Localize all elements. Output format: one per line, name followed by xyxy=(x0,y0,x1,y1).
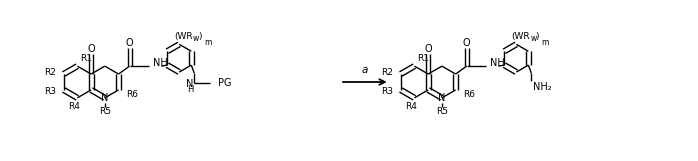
Text: NH₂: NH₂ xyxy=(533,82,552,92)
Text: w: w xyxy=(530,34,537,43)
Text: R6: R6 xyxy=(463,90,475,99)
Text: R1: R1 xyxy=(417,54,429,63)
Text: R2: R2 xyxy=(381,68,393,77)
Text: NH: NH xyxy=(491,58,505,68)
Text: N: N xyxy=(438,93,445,103)
Text: O: O xyxy=(87,44,95,54)
Text: R6: R6 xyxy=(126,90,138,99)
Text: (WR: (WR xyxy=(512,32,530,41)
Text: R4: R4 xyxy=(68,102,80,111)
Text: m: m xyxy=(541,38,549,47)
Text: R3: R3 xyxy=(381,87,393,96)
Text: R5: R5 xyxy=(436,107,448,116)
Text: a: a xyxy=(362,65,368,75)
Text: R3: R3 xyxy=(44,87,56,96)
Text: R4: R4 xyxy=(406,102,417,111)
Text: (WR: (WR xyxy=(174,32,193,41)
Text: m: m xyxy=(204,38,211,47)
Text: O: O xyxy=(463,38,470,48)
Text: N: N xyxy=(101,93,108,103)
Text: R5: R5 xyxy=(99,107,111,116)
Text: ): ) xyxy=(535,32,539,41)
Text: R1: R1 xyxy=(80,54,92,63)
Text: H: H xyxy=(187,85,193,94)
Text: O: O xyxy=(424,44,432,54)
Text: PG: PG xyxy=(218,78,232,88)
Text: O: O xyxy=(126,38,133,48)
Text: ): ) xyxy=(198,32,202,41)
Text: NH: NH xyxy=(154,58,168,68)
Text: N: N xyxy=(186,79,193,89)
Text: R2: R2 xyxy=(44,68,56,77)
Text: w: w xyxy=(193,34,200,43)
